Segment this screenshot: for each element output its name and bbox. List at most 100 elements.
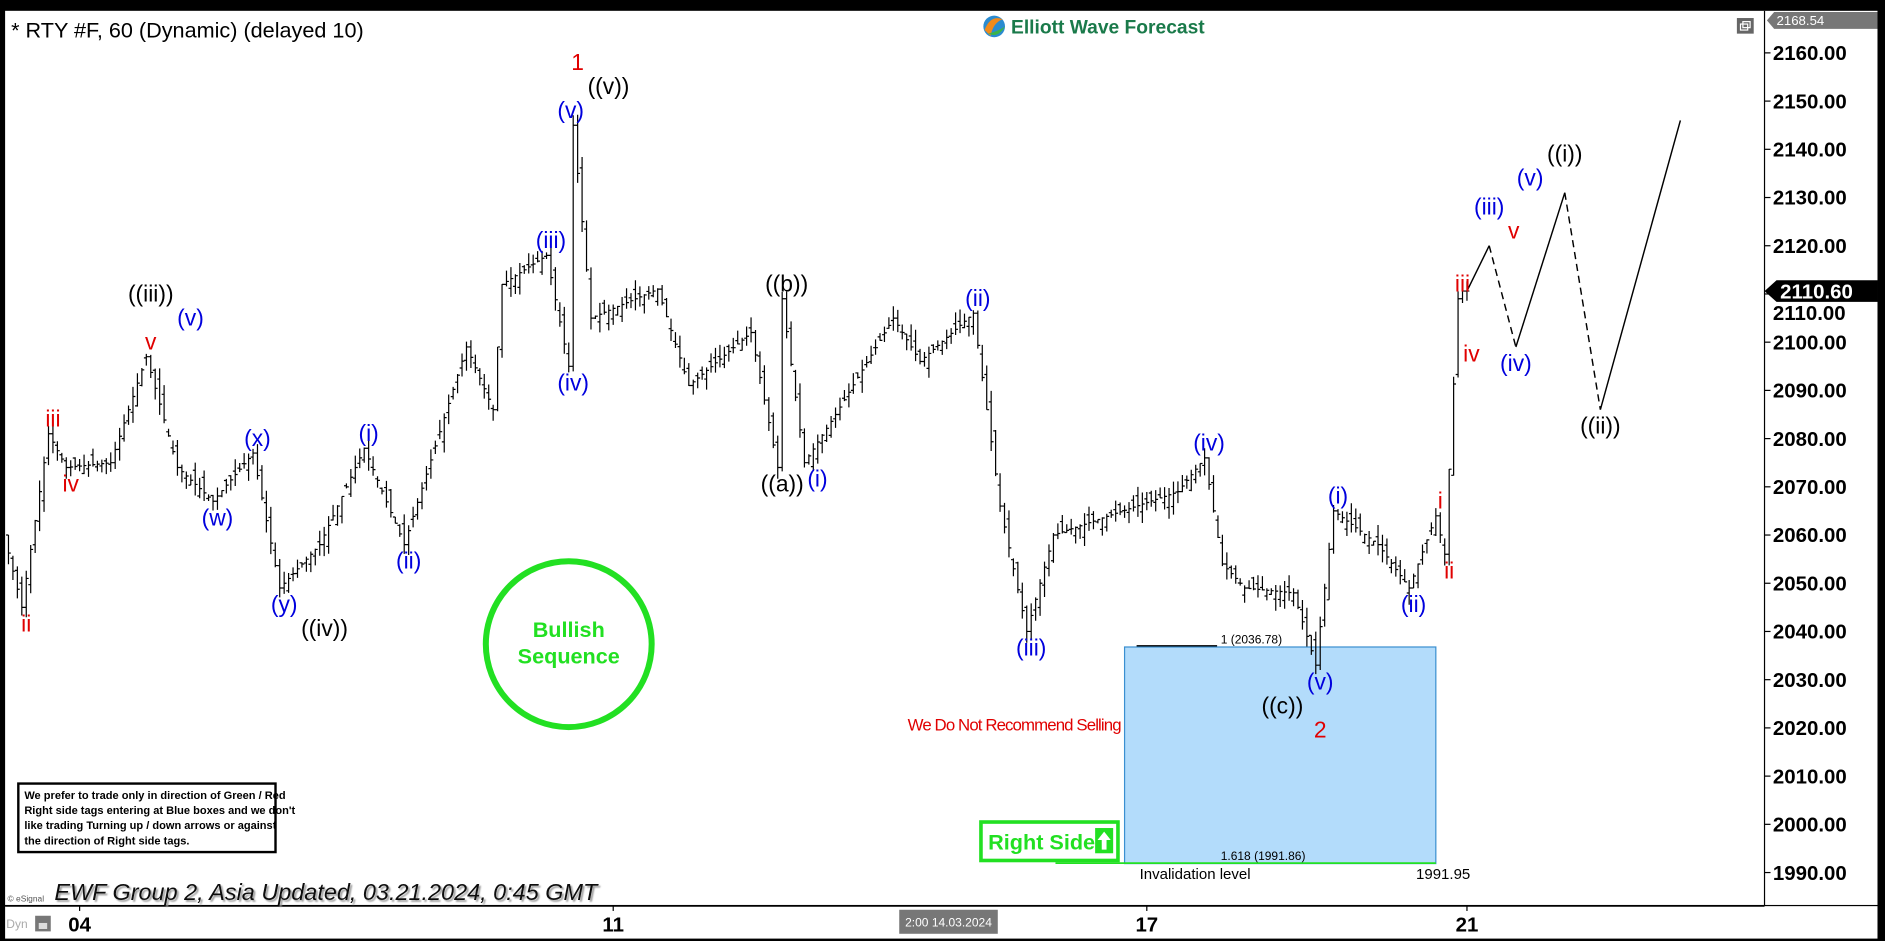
wave-labels: iiiiiiv((iii))(v)v(w)(x)(y)((iv))(i)(ii)…	[21, 49, 1620, 742]
wave-label: (v)	[557, 97, 584, 123]
y-tick-label: 2100.00	[1773, 332, 1847, 354]
notice-line: We prefer to trade only in direction of …	[24, 790, 286, 802]
wave-label: (iv)	[1500, 350, 1532, 376]
y-tick-label: 2140.00	[1773, 140, 1847, 162]
wave-label: ii	[21, 610, 31, 636]
wave-label: (i)	[807, 466, 827, 492]
y-tick-label: 2070.00	[1773, 477, 1847, 499]
right-side-tag: Right Side	[979, 820, 1120, 863]
wave-label: ((c))	[1261, 692, 1303, 718]
y-tick-label: 2040.00	[1773, 622, 1847, 644]
wave-label: iii	[1455, 271, 1470, 297]
y-tick-label: 2110.00	[1773, 303, 1846, 325]
wave-label: ((iii))	[128, 280, 174, 306]
last-price-tag	[1764, 280, 1878, 302]
y-tick-label: 2050.00	[1773, 573, 1847, 595]
x-tick-label: 21	[1456, 914, 1479, 936]
y-tick-label: 2010.00	[1773, 766, 1847, 788]
up-arrow-icon	[1095, 828, 1114, 854]
bullish-sequence-badge: Bullish Sequence	[482, 558, 655, 731]
logo-text: Elliott Wave Forecast	[1011, 18, 1205, 39]
wave-label: (w)	[202, 504, 234, 530]
updated-text: EWF Group 2, Asia Updated, 03.21.2024, 0…	[54, 879, 599, 905]
wave-label: ((b))	[765, 271, 808, 297]
wave-label: ((iv))	[301, 615, 348, 641]
wave-label: ii	[1444, 557, 1454, 583]
wave-label: (v)	[1517, 164, 1544, 190]
notice-line: Right side tags entering at Blue boxes a…	[24, 805, 295, 817]
wave-label: (iii)	[536, 227, 566, 253]
bullish-circle	[482, 558, 655, 731]
projection-segment-solid	[1466, 245, 1490, 292]
notice-line: like trading Turning up / down arrows or…	[24, 820, 276, 832]
wave-label: 1	[571, 49, 584, 75]
bullish-line2: Sequence	[518, 643, 620, 668]
y-tick-label: 2150.00	[1773, 91, 1847, 113]
y-tick-label: 2120.00	[1773, 236, 1847, 258]
fib-1-label: 1 (2036.78)	[1221, 632, 1282, 646]
fib-1618-label: 1.618 (1991.86)	[1221, 849, 1306, 863]
projection-segment-dashed	[1488, 245, 1517, 348]
blue-box-layer: 1 (2036.78) 1.618 (1991.86) Invalidation l…	[1055, 632, 1470, 883]
y-tick-label: 2030.00	[1773, 670, 1847, 692]
wave-label: (i)	[1328, 483, 1348, 509]
wave-label: (v)	[177, 304, 204, 330]
wave-label: ((v))	[588, 73, 630, 99]
wave-label: iii	[45, 406, 60, 432]
lock-icon[interactable]	[35, 915, 51, 932]
blue-box	[1123, 646, 1437, 865]
projection-segment-solid	[1599, 120, 1682, 410]
restore-window-button[interactable]	[1736, 18, 1754, 34]
projection-segment-solid	[1515, 192, 1566, 348]
dyn-label: Dyn	[6, 917, 27, 931]
projection-lines	[1466, 120, 1682, 410]
projection-segment-dashed	[1564, 192, 1602, 410]
wave-label: iv	[1463, 340, 1480, 366]
y-tick-label: 1990.00	[1773, 863, 1847, 885]
trading-notice: We prefer to trade only in direction of …	[17, 782, 296, 854]
wave-label: (ii)	[396, 548, 421, 574]
y-tick-label: 2020.00	[1773, 718, 1847, 740]
x-axis-ticks: 04 11 17 21	[68, 906, 1478, 936]
wave-label: (ii)	[1401, 591, 1426, 617]
wave-label: 2	[1314, 716, 1327, 742]
y-tick-label: 2130.00	[1773, 188, 1847, 210]
notice-line: the direction of Right side tags.	[24, 835, 189, 847]
cursor-time: 2:00 14.03.2024	[905, 916, 992, 930]
esignal-copyright: © eSignal	[8, 893, 45, 903]
x-tick-label: 17	[1135, 914, 1158, 936]
wave-label: (v)	[1307, 668, 1334, 694]
ewf-logo: Elliott Wave Forecast	[983, 15, 1205, 39]
y-tick-label: 2090.00	[1773, 381, 1847, 403]
y-axis-ticks: 1990.00 2000.00 2010.00 2020.00 2030.00 2040.…	[1764, 12, 1878, 885]
wave-label: (y)	[271, 591, 298, 617]
price-axis[interactable]	[1764, 10, 1878, 905]
y-tick-label: 2080.00	[1773, 429, 1847, 451]
logo-leaf-icon	[988, 26, 1005, 36]
last-price-label: 2110.60	[1780, 281, 1853, 303]
wave-label: (iv)	[1193, 430, 1225, 456]
y-tick-label: 2060.00	[1773, 525, 1847, 547]
wave-label: (iv)	[557, 369, 589, 395]
cursor-time-box: 2:00 14.03.2024	[899, 909, 998, 934]
wave-label: i	[1438, 488, 1443, 514]
wave-label: v	[145, 328, 157, 354]
axis-top-tag	[1766, 12, 1878, 29]
wave-label: (ii)	[965, 285, 990, 311]
bullish-line1: Bullish	[533, 617, 605, 642]
invalidation-value: 1991.95	[1416, 866, 1470, 883]
wave-label: v	[1508, 218, 1520, 244]
plot-area[interactable]	[5, 10, 1765, 905]
x-tick-label: 04	[68, 914, 91, 936]
wave-label: ((a))	[761, 471, 804, 497]
logo-swirl-icon	[984, 18, 1003, 37]
wave-label: iv	[62, 471, 79, 497]
wave-label: (x)	[244, 425, 271, 451]
symbol-title: * RTY #F, 60 (Dynamic) (delayed 10)	[11, 17, 364, 42]
wave-label: (iii)	[1016, 635, 1046, 661]
wave-label: ((i))	[1547, 140, 1582, 166]
y-tick-label: 2000.00	[1773, 815, 1847, 837]
x-tick-label: 11	[602, 914, 624, 936]
wave-label: ((ii))	[1580, 413, 1621, 439]
